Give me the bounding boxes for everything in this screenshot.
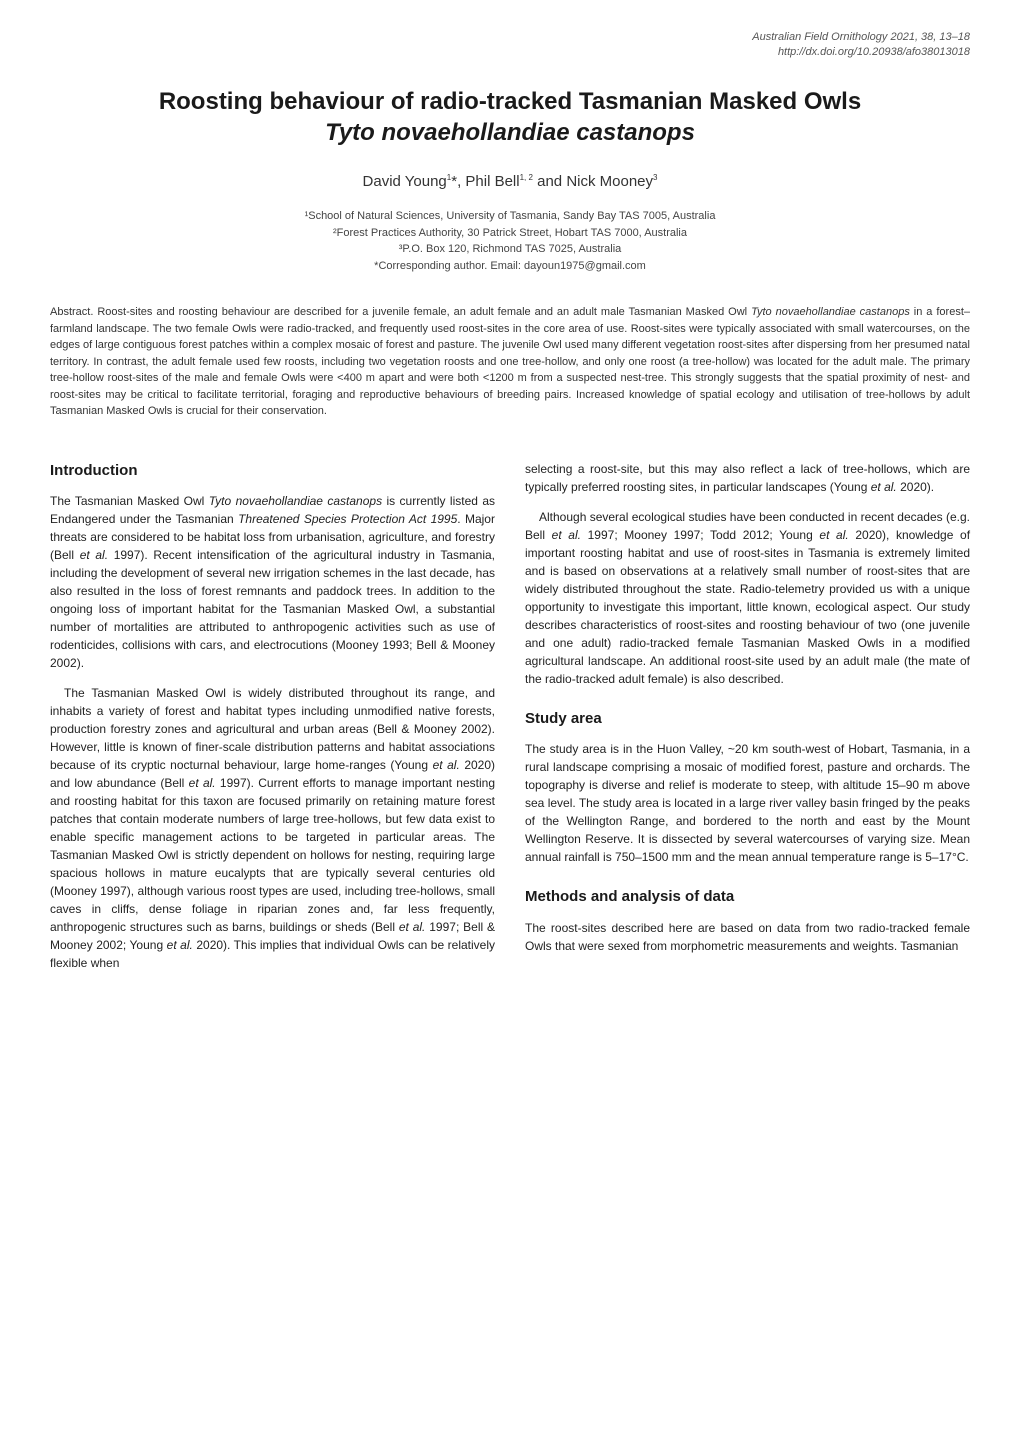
methods-para-1: The roost-sites described here are based… [525, 919, 970, 955]
affiliations-block: ¹School of Natural Sciences, University … [50, 208, 970, 274]
left-column: Introduction The Tasmanian Masked Owl Ty… [50, 460, 495, 985]
journal-citation: Australian Field Ornithology 2021, 38, 1… [50, 30, 970, 45]
intro-para-3: selecting a roost-site, but this may als… [525, 460, 970, 496]
corresponding-author: *Corresponding author. Email: dayoun1975… [50, 258, 970, 275]
article-title: Roosting behaviour of radio-tracked Tasm… [50, 86, 970, 148]
intro-para-1: The Tasmanian Masked Owl Tyto novaeholla… [50, 492, 495, 672]
affiliation-2: ²Forest Practices Authority, 30 Patrick … [50, 225, 970, 242]
methods-heading: Methods and analysis of data [525, 886, 970, 909]
abstract-text: Roost-sites and roosting behaviour are d… [50, 306, 970, 417]
introduction-heading: Introduction [50, 460, 495, 483]
abstract-block: Abstract. Roost-sites and roosting behav… [50, 304, 970, 420]
study-area-para-1: The study area is in the Huon Valley, ~2… [525, 740, 970, 866]
title-main: Roosting behaviour of radio-tracked Tasm… [50, 86, 970, 117]
right-column: selecting a roost-site, but this may als… [525, 460, 970, 985]
affiliation-1: ¹School of Natural Sciences, University … [50, 208, 970, 225]
title-species: Tyto novaehollandiae castanops [50, 117, 970, 148]
intro-para-4: Although several ecological studies have… [525, 508, 970, 688]
journal-header: Australian Field Ornithology 2021, 38, 1… [50, 30, 970, 61]
body-columns: Introduction The Tasmanian Masked Owl Ty… [50, 460, 970, 985]
intro-para-2: The Tasmanian Masked Owl is widely distr… [50, 684, 495, 972]
study-area-heading: Study area [525, 708, 970, 731]
affiliation-3: ³P.O. Box 120, Richmond TAS 7025, Austra… [50, 241, 970, 258]
doi-link: http://dx.doi.org/10.20938/afo38013018 [50, 45, 970, 60]
authors-line: David Young1*, Phil Bell1, 2 and Nick Mo… [50, 173, 970, 190]
abstract-label: Abstract. [50, 306, 93, 318]
